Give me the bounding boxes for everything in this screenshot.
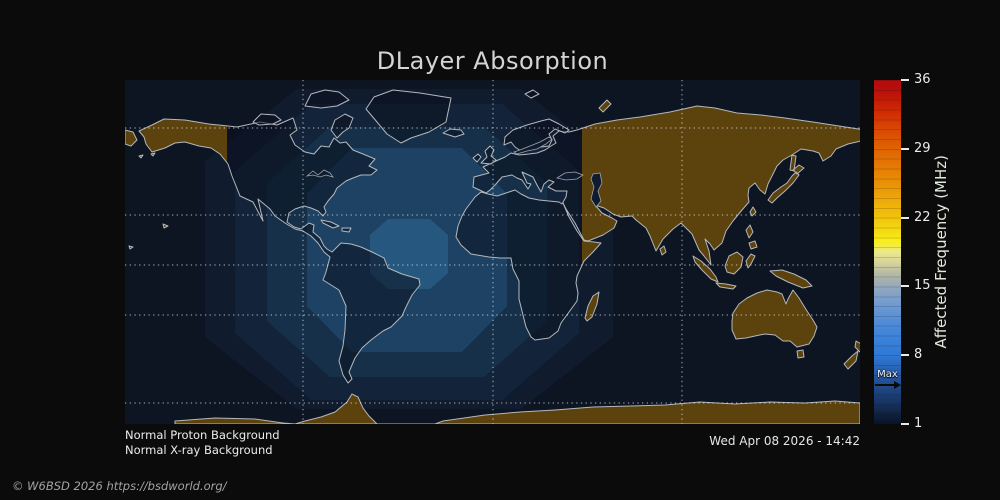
graticule — [125, 80, 860, 424]
max-marker: Max — [873, 369, 902, 389]
max-arrow-icon — [875, 381, 901, 389]
status-text: Normal Proton Background Normal X-ray Ba… — [125, 428, 280, 458]
antarctica-landmass — [174, 393, 861, 425]
lakes — [305, 136, 603, 208]
colorbar-tick-mark — [901, 354, 909, 356]
colorbar-bands — [874, 80, 901, 424]
colorbar-ticks: 36 29 22 15 8 1 — [901, 72, 961, 431]
colorbar — [874, 80, 901, 424]
colorbar-tick-mark — [901, 148, 909, 150]
colorbar-tick-mark — [901, 79, 909, 81]
great-lakes — [305, 169, 335, 178]
colorbar-tick-mark — [901, 423, 909, 425]
baltic-sea — [513, 136, 553, 155]
page-title: DLayer Absorption — [376, 47, 609, 75]
world-map — [125, 80, 861, 425]
colorbar-tick-label: 29 — [914, 141, 931, 156]
colorbar-gradient — [874, 80, 901, 424]
colorbar-axis-label: Affected Frequency (MHz) — [932, 155, 950, 349]
xray-background-status: Normal X-ray Background — [125, 443, 273, 457]
caspian-sea — [590, 172, 603, 208]
colorbar-tick-mark — [901, 217, 909, 219]
black-sea — [555, 171, 584, 181]
colorbar-tick-label: 36 — [914, 72, 931, 87]
proton-background-status: Normal Proton Background — [125, 428, 280, 442]
copyright-text: © W6BSD 2026 https://bsdworld.org/ — [12, 479, 227, 493]
world-map-svg — [125, 80, 861, 425]
colorbar-tick-mark — [901, 285, 909, 287]
colorbar-tick-label: 15 — [914, 278, 931, 293]
map-timestamp: Wed Apr 08 2026 - 14:42 — [709, 434, 860, 448]
max-marker-label: Max — [877, 369, 898, 380]
colorbar-tick-label: 22 — [914, 210, 931, 225]
colorbar-tick-label: 8 — [914, 347, 923, 362]
colorbar-tick-label: 1 — [914, 416, 923, 431]
